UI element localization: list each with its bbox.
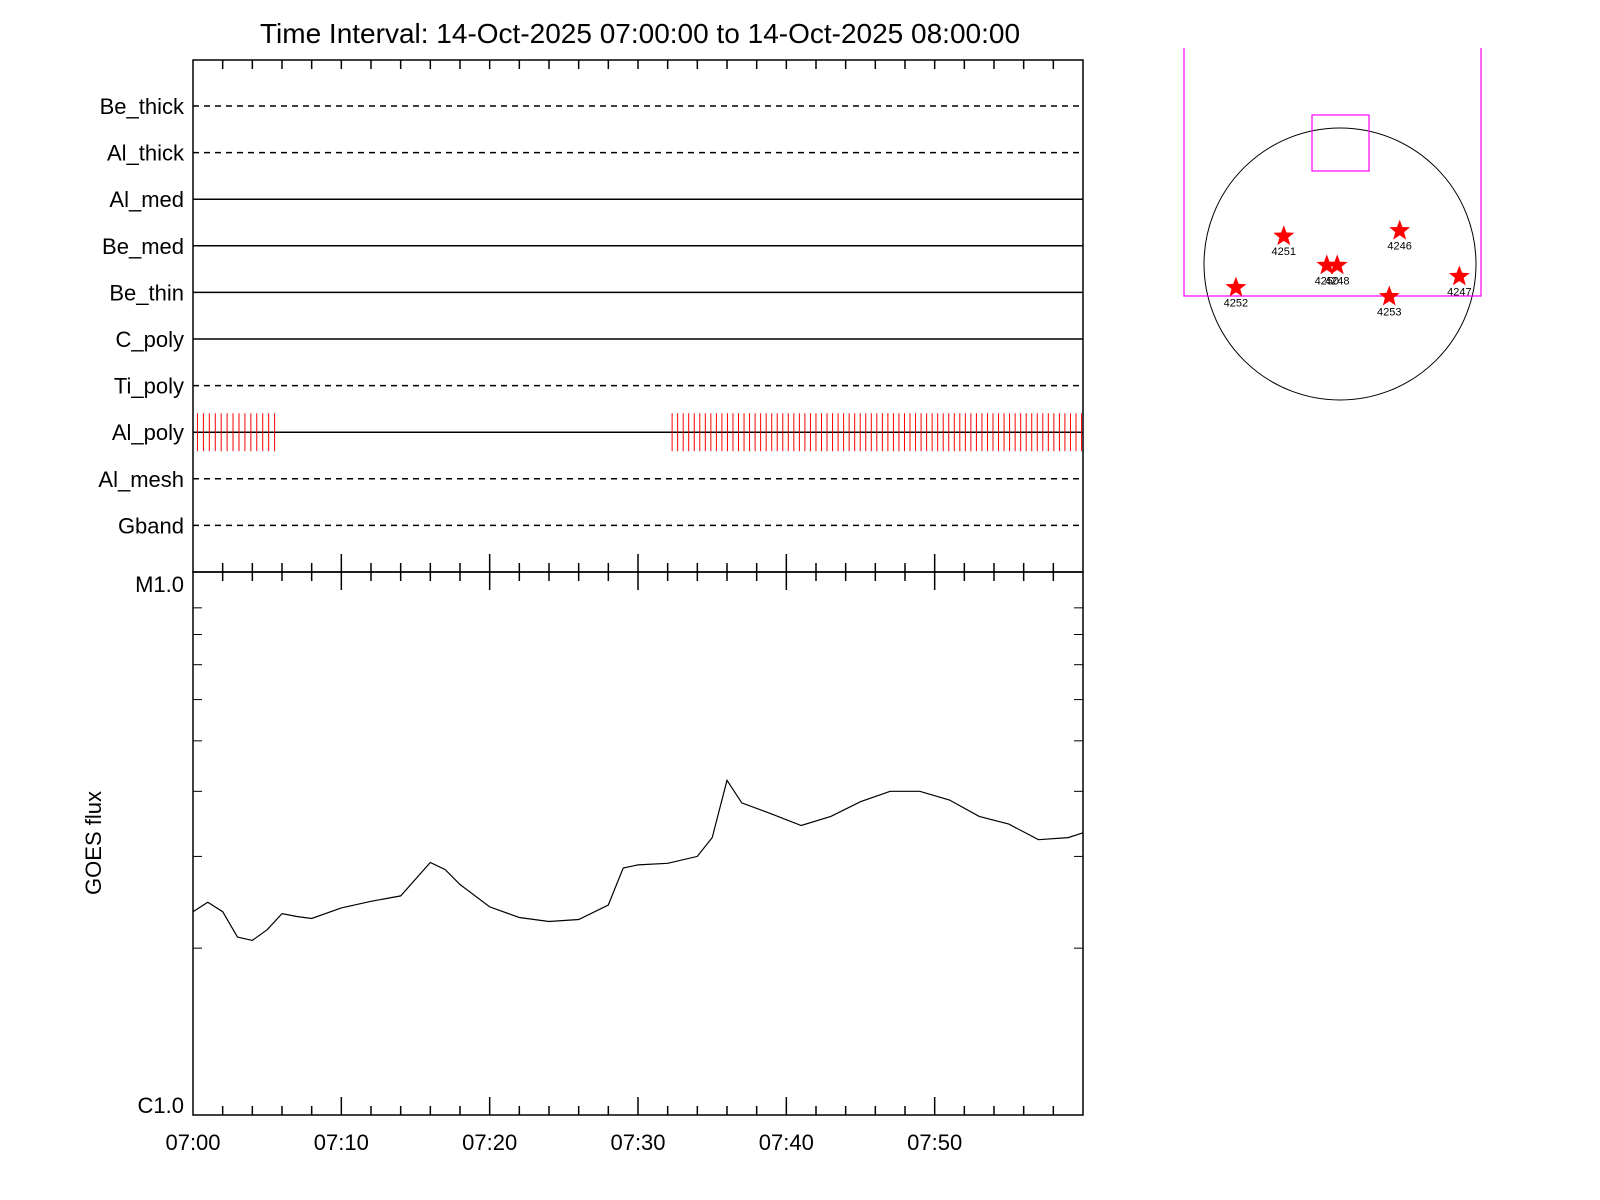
channel-label-be-med: Be_med [102,234,184,259]
goes-y-tick-labels: M1.0 C1.0 [135,572,184,1118]
field-of-view-box [1183,48,1482,297]
active-region-label: 4250 [1315,275,1339,287]
y-tick-label-bottom: C1.0 [138,1093,184,1118]
target-box [1311,114,1370,172]
goes-flux-series-line [192,778,1084,942]
active-region-star [1273,225,1295,246]
active-region-star [1225,276,1247,297]
observation-markers [196,413,1083,452]
goes-y-axis-label: GOES flux [81,791,106,895]
channel-label-al-thick: Al_thick [107,141,185,166]
active-region-star [1389,219,1411,240]
goes-tick-marks [193,572,1083,1115]
x-tick-label: 07:10 [314,1130,369,1155]
x-tick-label: 07:40 [759,1130,814,1155]
timeline-tick-marks [221,60,1055,572]
instrument-fov-outline [1183,48,1482,297]
goes-panel: M1.0C1.0 07:00 07:10 07:20 07:30 07:40 07:50 … [81,571,1084,1155]
active-region-star [1316,254,1338,275]
goes-frame [192,571,1084,1116]
channel-label-gband: Gband [118,513,184,538]
goes-x-tick-labels: 07:00 07:10 07:20 07:30 07:40 07:50 [165,1130,962,1155]
active-region-star [1326,254,1348,275]
active-region-label: 4251 [1272,246,1296,258]
x-tick-label: 07:30 [610,1130,665,1155]
timeline-frame [192,59,1084,573]
x-tick-label: 07:00 [165,1130,220,1155]
active-region-label: 4253 [1377,307,1401,319]
channel-label-be-thin: Be_thin [109,280,184,305]
channel-label-ti-poly: Ti_poly [114,374,184,399]
y-tick-label-top: M1.0 [135,572,184,597]
channel-label-al-mesh: Al_mesh [98,467,184,492]
chart-title: Time Interval: 14-Oct-2025 07:00:00 to 1… [260,18,1020,49]
channel-label-al-med: Al_med [109,187,184,212]
active-region-label: 4247 [1447,286,1471,298]
x-tick-label: 07:50 [907,1130,962,1155]
channel-label-c-poly: C_poly [116,327,184,352]
active-region-star [1448,265,1470,286]
active-region-star [1378,285,1400,306]
x-tick-label: 07:20 [462,1130,517,1155]
active-region-label: 4252 [1224,298,1248,310]
timeline-panel: Be_thick Al_thick Al_med Be_med Be_thin C_pol… [98,59,1084,573]
active-region-label: 4246 [1387,241,1411,253]
active-region-label: 4248 [1325,275,1349,287]
timeline-channels: Be_thick Al_thick Al_med Be_med Be_thin C_pol… [98,94,1083,538]
channel-label-be-thick: Be_thick [100,94,185,119]
solar-disk [1203,127,1477,401]
channel-label-al-poly: Al_poly [112,420,184,445]
